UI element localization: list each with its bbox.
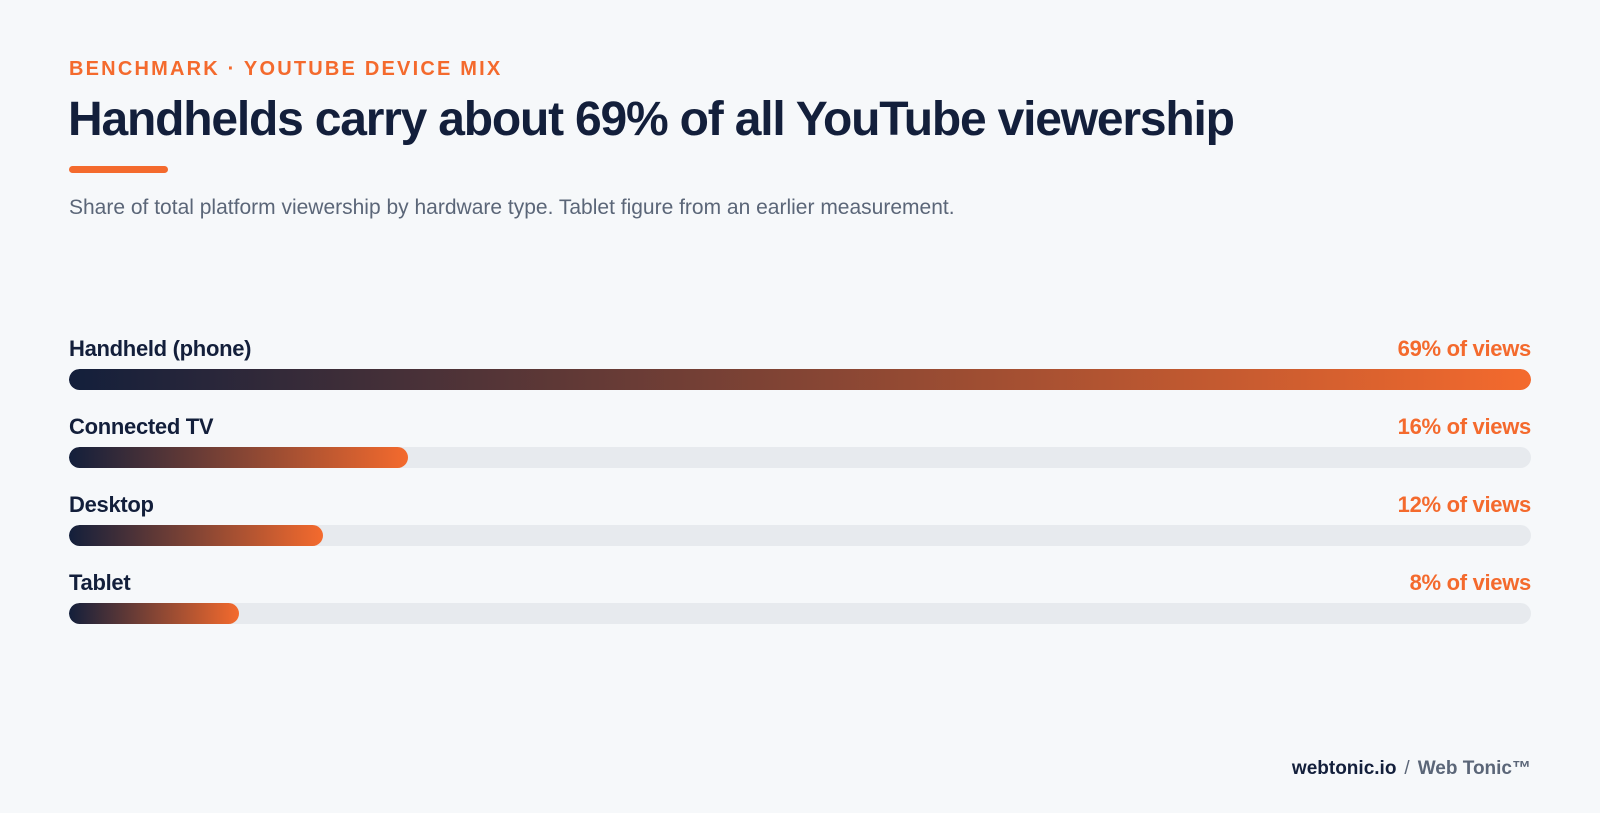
bar-track xyxy=(69,369,1531,390)
bar-fill xyxy=(69,603,239,624)
bar-category-label: Desktop xyxy=(69,492,154,517)
title-accent-rule xyxy=(69,166,168,173)
bar-fill xyxy=(69,525,324,546)
footer-site: webtonic.io xyxy=(1291,758,1397,779)
bar-track xyxy=(69,447,1531,468)
bar-row: Desktop 12% of views xyxy=(69,486,1531,564)
footer-credit: webtonic.io / Web Tonic™ xyxy=(1292,758,1531,780)
page-title: Handhelds carry about 69% of all YouTube… xyxy=(68,93,1235,146)
bar-row: Connected TV 16% of views xyxy=(69,408,1531,486)
bar-fill xyxy=(69,447,408,468)
eyebrow-label: BENCHMARK · YOUTUBE DEVICE MIX xyxy=(69,58,503,80)
bar-track xyxy=(69,603,1531,624)
footer-brand: Web Tonic™ xyxy=(1417,758,1531,779)
bar-track xyxy=(69,525,1531,546)
page-subtitle: Share of total platform viewership by ha… xyxy=(69,196,955,219)
bar-category-label: Connected TV xyxy=(69,414,214,439)
bar-value-label: 8% of views xyxy=(1409,570,1532,595)
bar-chart: Handheld (phone) 69% of views Connected TV… xyxy=(69,330,1531,642)
bar-value-label: 69% of views xyxy=(1397,336,1532,361)
bar-value-label: 12% of views xyxy=(1397,492,1532,517)
bar-fill xyxy=(69,369,1531,390)
bar-row-header: Handheld (phone) 69% of views xyxy=(69,330,1531,362)
bar-row-header: Tablet 8% of views xyxy=(69,564,1531,596)
bar-category-label: Tablet xyxy=(69,570,131,595)
bar-row: Handheld (phone) 69% of views xyxy=(69,330,1531,408)
bar-row-header: Desktop 12% of views xyxy=(69,486,1531,518)
bar-row: Tablet 8% of views xyxy=(69,564,1531,642)
footer-separator: / xyxy=(1404,758,1410,779)
bar-value-label: 16% of views xyxy=(1397,414,1532,439)
bar-row-header: Connected TV 16% of views xyxy=(69,408,1531,440)
bar-category-label: Handheld (phone) xyxy=(69,336,252,361)
